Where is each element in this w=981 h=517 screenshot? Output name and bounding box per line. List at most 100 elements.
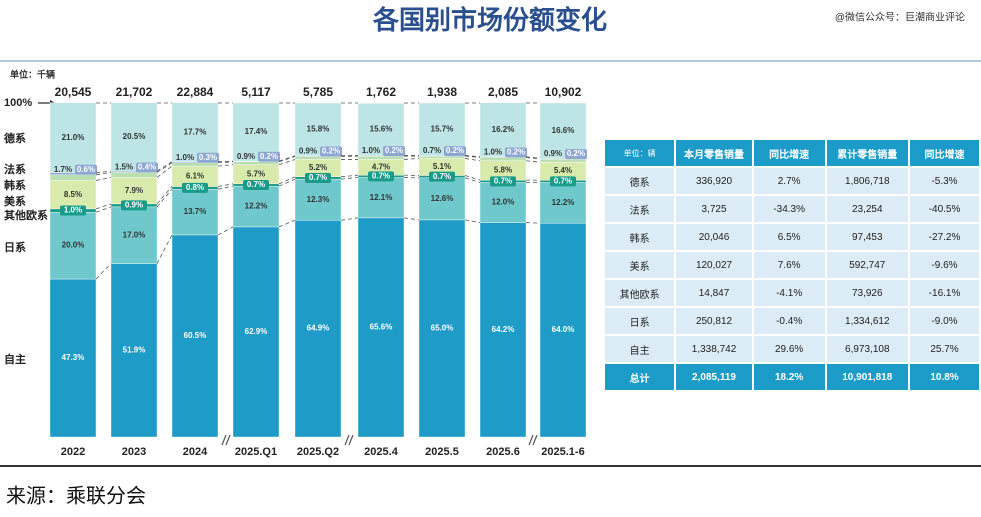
- table-cell: 10,901,818: [824, 362, 911, 392]
- segment-label: 1.0%: [484, 148, 502, 157]
- segment-label: 0.7%: [309, 173, 327, 182]
- label-box: [60, 205, 86, 216]
- segment-label: 12.3%: [307, 195, 330, 204]
- label-box: [182, 182, 208, 193]
- segment-label: 1.0%: [64, 206, 82, 215]
- table-cell: 10.8%: [908, 362, 981, 392]
- connector: [464, 155, 481, 158]
- segment-label: 0.8%: [186, 183, 204, 192]
- bar-segment: [294, 156, 342, 160]
- table-cell: 1,806,718: [824, 166, 911, 196]
- table-cell: 法系: [602, 194, 677, 224]
- bar-segment: [232, 226, 280, 438]
- connector: [156, 188, 173, 208]
- segment-label: 0.2%: [260, 152, 278, 161]
- table-cell: -4.1%: [751, 278, 827, 308]
- table-cell: 3,725: [674, 194, 754, 224]
- table-cell: -9.6%: [908, 250, 981, 280]
- bar-segment: [357, 177, 405, 219]
- bar-segment: [110, 172, 158, 178]
- table-row: 德系 336,920 2.7% 1,806,718 -5.3%: [602, 166, 981, 196]
- segment-label: 0.2%: [446, 146, 464, 155]
- bar-segment: [171, 162, 219, 167]
- table-cell: -27.2%: [908, 222, 981, 252]
- connector: [525, 157, 541, 160]
- total-label: 20,545: [55, 85, 92, 99]
- segment-label: 0.7%: [433, 172, 451, 181]
- bar-segment: [479, 182, 527, 223]
- segment-label: 8.5%: [64, 190, 82, 199]
- connector: [278, 178, 296, 187]
- total-label: 22,884: [177, 85, 214, 99]
- segment-label: 0.9%: [544, 149, 562, 158]
- bar-segment: [110, 102, 158, 172]
- connector: [156, 186, 173, 205]
- bar-segment: [479, 222, 527, 438]
- label-box: [136, 162, 158, 173]
- total-label: 2,085: [488, 85, 518, 99]
- connector: [95, 203, 112, 210]
- connector: [95, 206, 112, 213]
- x-tick-label: 2025.Q1: [235, 446, 277, 458]
- legend-label: 法系: [4, 162, 26, 176]
- table-cell: 1,334,612: [824, 306, 911, 336]
- segment-label: 0.9%: [125, 200, 143, 209]
- label-box: [243, 179, 269, 190]
- total-label: 5,785: [303, 85, 333, 99]
- connector: [156, 234, 173, 264]
- label-box: [368, 171, 394, 182]
- bar-segment: [49, 180, 97, 210]
- segment-label: 60.5%: [184, 331, 207, 340]
- table-cell: -0.4%: [751, 306, 827, 336]
- connector: [217, 160, 234, 163]
- table-cell: 73,926: [824, 278, 911, 308]
- table-row: 法系 3,725 -34.3% 23,254 -40.5%: [602, 194, 981, 224]
- connector: [278, 176, 296, 185]
- table-cell: 自主: [602, 334, 677, 364]
- bar-segment: [49, 278, 97, 438]
- connector: [525, 156, 541, 159]
- connector: [525, 160, 541, 163]
- table-cell: 25.7%: [908, 334, 981, 364]
- source: 来源：乘联分会: [6, 484, 146, 507]
- bar-segment: [110, 206, 158, 264]
- segment-label: 0.2%: [322, 147, 340, 156]
- table-cell: 18.2%: [751, 362, 827, 392]
- x-tick-label: 2024: [183, 446, 208, 458]
- bar-segment: [49, 212, 97, 280]
- table-cell: 120,027: [674, 250, 754, 280]
- segment-label: 12.2%: [245, 202, 268, 211]
- table-cell: 14,847: [674, 278, 754, 308]
- bar-segment: [49, 102, 97, 174]
- y-tick-label: 100%: [4, 97, 32, 109]
- segment-label: 5.4%: [554, 166, 572, 175]
- table-row: 自主 1,338,742 29.6% 6,973,108 25.7%: [602, 334, 981, 364]
- connector: [95, 172, 112, 176]
- bar-segment: [110, 263, 158, 438]
- table-cell: -5.3%: [908, 166, 981, 196]
- bar-segment: [357, 217, 405, 438]
- segment-label: 65.0%: [431, 324, 454, 333]
- segment-label: 17.0%: [123, 230, 146, 239]
- legend-label: 韩系: [4, 178, 26, 192]
- total-label: 10,902: [545, 85, 582, 99]
- segment-label: 0.3%: [199, 153, 217, 162]
- connector: [156, 165, 173, 178]
- label-box: [383, 146, 405, 157]
- bar-segment: [418, 177, 466, 221]
- table-cell: -9.0%: [908, 306, 981, 336]
- segment-label: 0.7%: [247, 180, 265, 189]
- segment-label: 0.4%: [138, 163, 156, 172]
- unit-label: 单位：千辆: [10, 68, 55, 79]
- segment-label: 20.5%: [123, 132, 146, 141]
- table-cell: 6,973,108: [824, 334, 911, 364]
- segment-label: 17.7%: [184, 127, 207, 136]
- segment-label: 15.8%: [307, 124, 330, 133]
- segment-label: 7.9%: [125, 186, 143, 195]
- table-cell: 同比增速: [908, 138, 981, 168]
- connector: [217, 226, 234, 236]
- title: 各国别市场份额变化: [372, 5, 607, 35]
- segment-label: 12.0%: [492, 198, 515, 207]
- x-tick-label: 2025.6: [486, 446, 520, 458]
- table-cell: 美系: [602, 250, 677, 280]
